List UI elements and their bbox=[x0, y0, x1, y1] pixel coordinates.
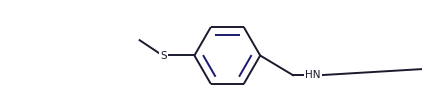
Text: HN: HN bbox=[305, 70, 320, 80]
Text: S: S bbox=[160, 51, 167, 60]
